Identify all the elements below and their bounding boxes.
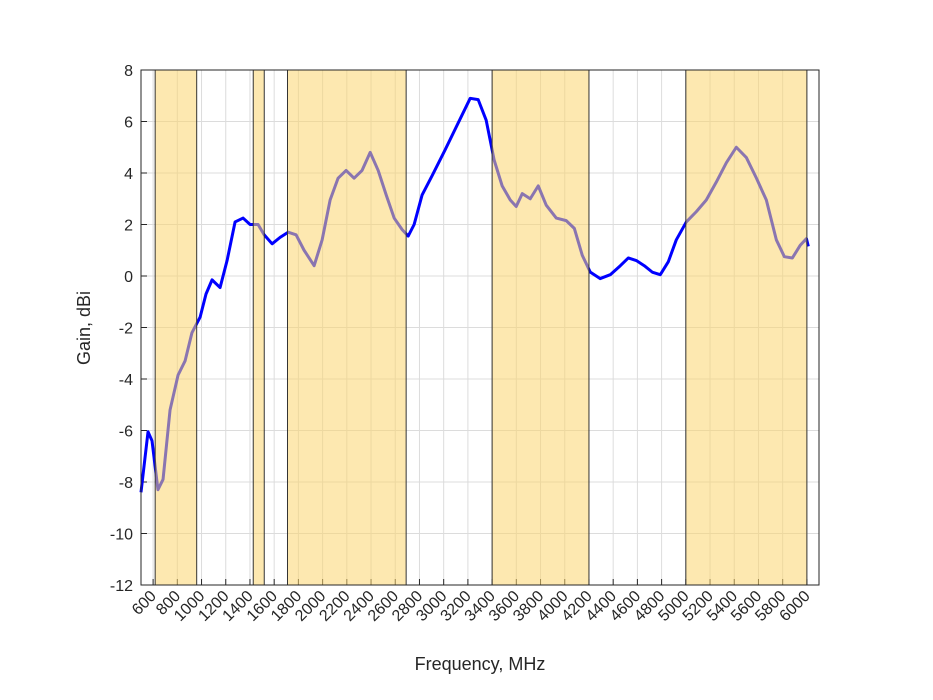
y-tick-label: -2: [119, 321, 133, 338]
y-tick-label: 4: [124, 166, 133, 183]
band: [155, 70, 197, 585]
y-axis-label: Gain, dBi: [74, 291, 94, 365]
y-tick-label: -12: [110, 578, 133, 595]
x-axis-label: Frequency, MHz: [415, 654, 546, 674]
y-tick-label: -10: [110, 527, 133, 544]
band: [685, 70, 807, 585]
axes-box: [140, 69, 820, 586]
y-tick-label: 0: [124, 269, 133, 286]
y-tick-label: 6: [124, 115, 133, 132]
y-tick-label: -4: [119, 372, 133, 389]
band: [287, 70, 407, 585]
band: [253, 70, 265, 585]
y-tick-label: 8: [124, 63, 133, 80]
y-tick-label: -6: [119, 424, 133, 441]
y-tick-label: 2: [124, 218, 133, 235]
y-tick-label: -8: [119, 475, 133, 492]
band: [492, 70, 589, 585]
